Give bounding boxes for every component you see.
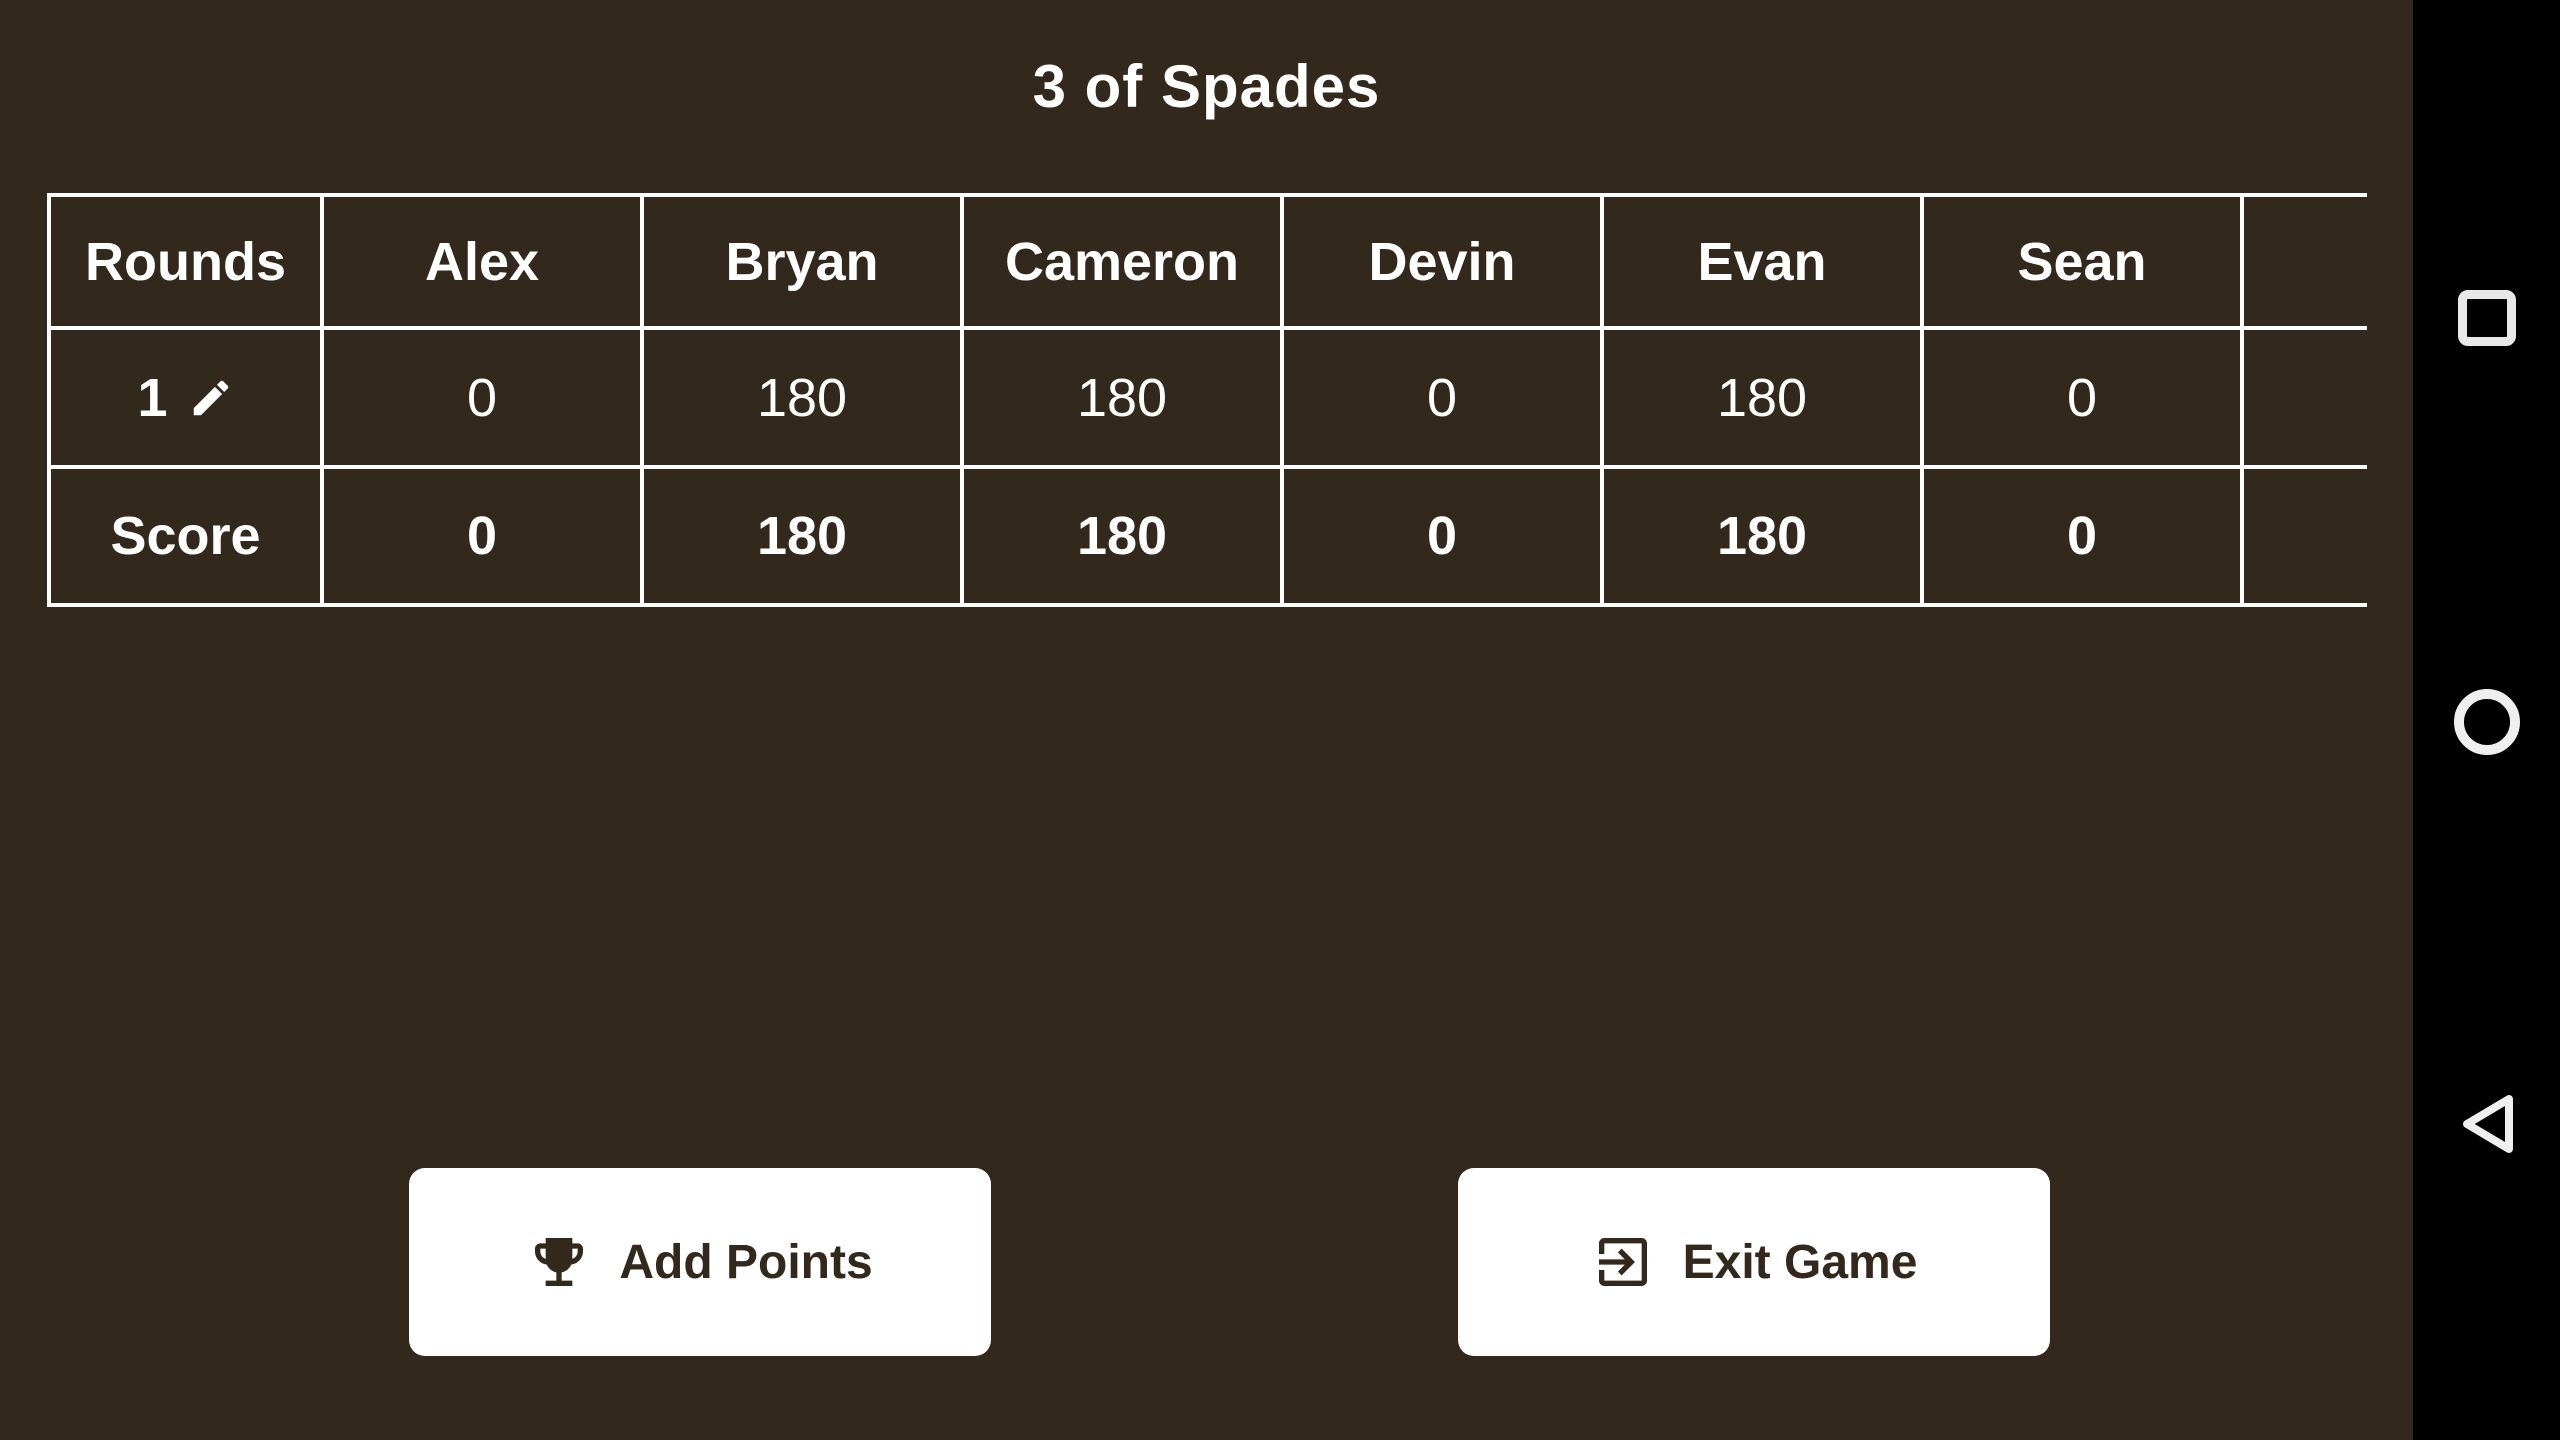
table-cell: 0: [320, 326, 644, 469]
score-row-label: Score: [47, 465, 324, 607]
round-number: 1: [137, 367, 168, 428]
table-cell: 180: [1600, 465, 1924, 607]
column-header-player-clipped: Ka: [2240, 193, 2367, 330]
circle-icon: [2453, 689, 2520, 755]
score-table-grid: Rounds Alex Bryan Cameron Devin Evan Sea…: [47, 193, 2367, 607]
table-cell-clipped: [2240, 465, 2367, 607]
android-navbar: [2413, 0, 2560, 1440]
round-edit-cell[interactable]: 1: [47, 326, 324, 469]
table-cell: 0: [1280, 465, 1604, 607]
table-cell: 180: [960, 465, 1284, 607]
column-header-player: Devin: [1280, 193, 1604, 330]
square-icon: [2457, 290, 2516, 346]
column-header-player: Cameron: [960, 193, 1284, 330]
column-header-rounds: Rounds: [47, 193, 324, 330]
table-cell: 180: [640, 326, 964, 469]
table-cell: 180: [1600, 326, 1924, 469]
table-cell: 0: [320, 465, 644, 607]
recents-button[interactable]: [2413, 238, 2560, 398]
triangle-icon: [2462, 1095, 2513, 1153]
table-cell: 0: [1920, 326, 2244, 469]
pencil-icon[interactable]: [188, 375, 234, 421]
column-header-player: Alex: [320, 193, 644, 330]
exit-to-app-icon: [1598, 1238, 1647, 1286]
exit-game-label: Exit Game: [1682, 1235, 1918, 1289]
add-points-button[interactable]: Add Points: [409, 1168, 991, 1356]
table-cell: 180: [960, 326, 1284, 469]
page-title: 3 of Spades: [1032, 53, 1381, 120]
table-header-row: Rounds Alex Bryan Cameron Devin Evan Sea…: [47, 193, 2367, 330]
trophy-icon: [535, 1238, 584, 1286]
table-cell-clipped: [2240, 326, 2367, 469]
back-button[interactable]: [2413, 1044, 2560, 1204]
add-points-label: Add Points: [619, 1235, 873, 1289]
score-row: Score 0 180 180 0 180 0: [47, 465, 2367, 607]
exit-game-button[interactable]: Exit Game: [1458, 1168, 2050, 1356]
table-cell: 0: [1920, 465, 2244, 607]
round-row: 1 0 180 180 0 180 0: [47, 326, 2367, 469]
table-cell: 0: [1280, 326, 1604, 469]
home-button[interactable]: [2413, 642, 2560, 802]
column-header-player: Evan: [1600, 193, 1924, 330]
table-cell: 180: [640, 465, 964, 607]
column-header-player: Sean: [1920, 193, 2244, 330]
score-table[interactable]: Rounds Alex Bryan Cameron Devin Evan Sea…: [47, 193, 2367, 613]
column-header-player: Bryan: [640, 193, 964, 330]
